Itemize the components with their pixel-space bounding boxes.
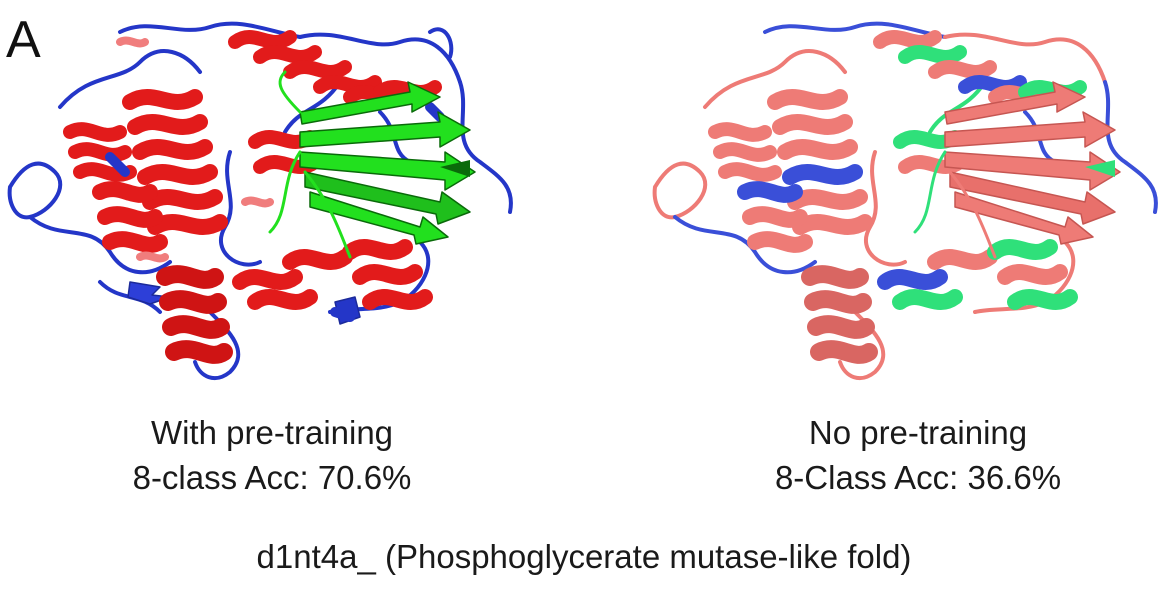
helix-left-middle	[122, 89, 228, 235]
panel-label: A	[6, 11, 41, 69]
helix-left-upper	[708, 122, 782, 182]
coil-loop	[652, 161, 708, 220]
figure-caption: d1nt4a_ (Phosphoglycerate mutase-like fo…	[256, 538, 912, 575]
coil-loop	[298, 32, 462, 84]
coil-loop	[703, 49, 847, 109]
coil-loop	[7, 161, 63, 220]
caption-title: No pre-training	[808, 414, 1028, 451]
protein-structure-no-pretraining	[652, 21, 1158, 381]
caption-accuracy: 8-class Acc: 70.6%	[132, 459, 412, 496]
helix-bottom-long	[156, 265, 233, 364]
beta-sheet	[944, 81, 1121, 245]
caption-title: With pre-training	[150, 414, 394, 451]
coil-loop	[458, 80, 513, 214]
coil-loop	[928, 80, 987, 134]
strand-loop	[948, 170, 997, 259]
helix-bottom-long	[801, 265, 878, 364]
coil-loop	[943, 32, 1107, 84]
helix-center-lower	[232, 239, 433, 310]
caption-no-pretraining: No pre-training 8-Class Acc: 36.6%	[708, 410, 1128, 500]
coil-loop	[58, 49, 202, 109]
helix-center-lower	[877, 239, 1078, 310]
strand-loop	[303, 170, 352, 259]
helix-left-lower	[92, 181, 168, 253]
caption-with-pretraining: With pre-training 8-class Acc: 70.6%	[62, 410, 482, 500]
helix-left-middle	[767, 89, 873, 235]
helix-top	[873, 30, 1087, 104]
coil-loop	[428, 27, 454, 59]
helix-highlights	[116, 36, 274, 263]
protein-structure-with-pretraining	[7, 21, 513, 381]
coil-loop	[283, 80, 342, 134]
beta-sheet	[299, 81, 476, 245]
coil-cap	[105, 152, 130, 177]
helix-top	[228, 30, 442, 104]
coil-loop	[673, 215, 817, 275]
coil-cap	[330, 307, 355, 322]
helix-left-lower	[737, 181, 813, 253]
coil-loop	[118, 21, 302, 39]
coil-loop	[763, 21, 947, 39]
coil-loop	[1103, 80, 1158, 214]
strand-loop	[913, 150, 947, 234]
strand-loop	[268, 150, 302, 234]
coil-loop	[28, 215, 172, 275]
caption-accuracy: 8-Class Acc: 36.6%	[774, 459, 1062, 496]
strand-loop	[278, 70, 302, 114]
